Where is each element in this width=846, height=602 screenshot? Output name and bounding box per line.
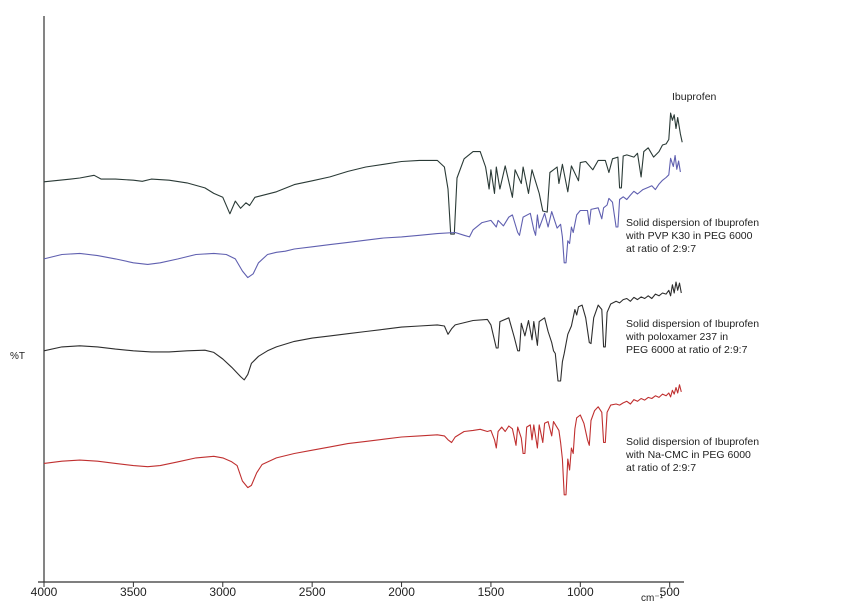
series-label-2: Solid dispersion of Ibuprofen [626,217,759,229]
series-label-3: with poloxamer 237 in [625,331,728,343]
x-tick-label: 500 [660,585,680,599]
x-tick-label: 2500 [299,585,326,599]
spectrum-line-3 [43,281,682,382]
series-label-2: with PVP K30 in PEG 6000 [625,230,753,242]
x-tick-label: 4000 [31,585,58,599]
x-tick-label: 1000 [567,585,594,599]
x-ticks: 4000 3500 3000 2500 2000 1500 1000 500 [31,582,680,599]
spectrum-line-2 [43,154,681,279]
x-tick-label: 3500 [120,585,147,599]
y-axis-label: %T [10,351,25,362]
series-label-1: Ibuprofen [672,91,717,103]
series-label-3: Solid dispersion of Ibuprofen [626,318,759,330]
series-label-4: at ratio of 2:9:7 [626,462,696,474]
series-label-4: Solid dispersion of Ibuprofen [626,436,759,448]
x-tick-label: 2000 [388,585,415,599]
series-group [43,112,683,496]
x-tick-label: 1500 [478,585,505,599]
series-label-3: PEG 6000 at ratio of 2:9:7 [626,344,748,356]
series-label-2: at ratio of 2:9:7 [626,243,696,255]
spectrum-line-4 [43,384,682,496]
x-tick-label: 3000 [209,585,236,599]
series-label-4: with Na-CMC in PEG 6000 [625,449,751,461]
spectrum-line-1 [43,112,683,235]
x-axis-label: cm⁻¹ [641,593,664,602]
